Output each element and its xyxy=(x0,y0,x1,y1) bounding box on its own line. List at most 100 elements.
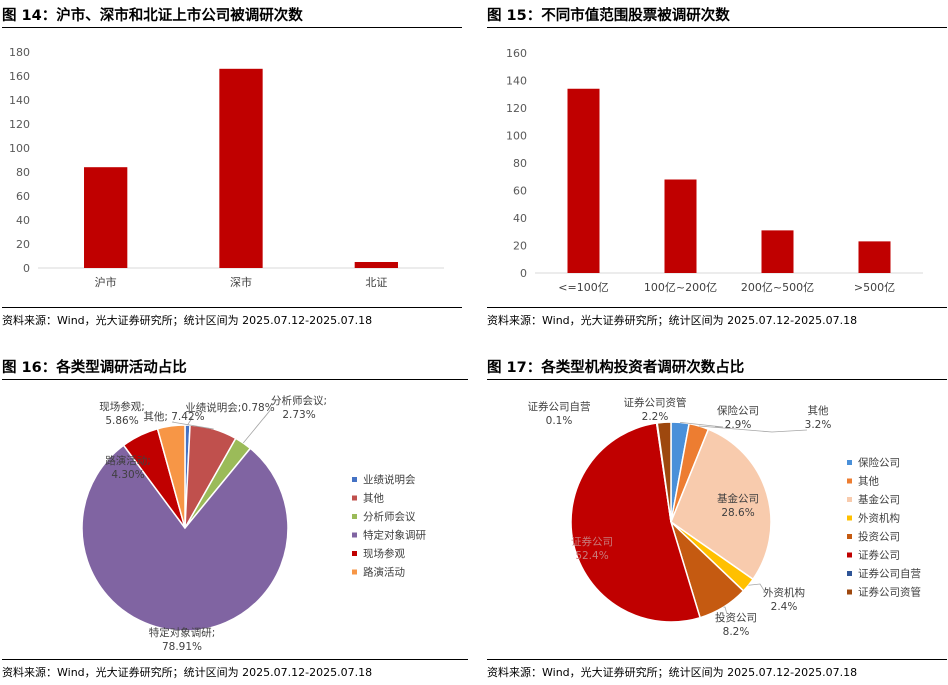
legend-label: 路演活动 xyxy=(363,566,405,579)
data-label: 其他 3.2% xyxy=(805,404,832,431)
legend-swatch xyxy=(352,532,357,538)
bar-chart-14: 0 20 40 60 80 100 120 140 160 180 沪市 深市 北证 xyxy=(9,46,444,289)
legend-label: 特定对象调研 xyxy=(363,529,426,542)
legend-swatch xyxy=(352,514,357,519)
source-rule xyxy=(487,307,947,308)
y-tick-label: 100 xyxy=(9,142,30,155)
pie-slice-3 xyxy=(670,428,772,581)
y-tick-label: 0 xyxy=(520,267,527,280)
chart-title: 图 16：各类型调研活动占比 xyxy=(2,360,187,376)
legend-swatch xyxy=(847,589,852,595)
title-rule xyxy=(2,379,468,380)
bar-2 xyxy=(219,68,263,268)
title-rule xyxy=(487,27,947,28)
x-tick-label: 北证 xyxy=(365,276,387,289)
y-tick-label: 40 xyxy=(513,212,527,225)
legend-label: 业绩说明会 xyxy=(363,473,416,486)
legend-label: 证券公司 xyxy=(858,549,900,562)
legend-label: 投资公司 xyxy=(858,530,900,543)
x-tick-label: 沪市 xyxy=(95,275,117,289)
title-rule xyxy=(487,379,947,380)
x-tick-label: >500亿 xyxy=(854,281,895,294)
legend-swatch xyxy=(352,495,357,501)
leader-line xyxy=(723,606,728,615)
legend-label: 分析师会议 xyxy=(363,510,416,523)
y-tick-label: 120 xyxy=(9,118,30,131)
data-label: 保险公司 2.9% xyxy=(717,404,759,431)
y-tick-label: 100 xyxy=(506,130,527,143)
data-label: 分析师会议; 2.73% xyxy=(271,394,327,421)
legend-label: 现场参观 xyxy=(363,547,405,560)
pie-slice-6 xyxy=(156,424,186,529)
chart-panel-15: 图 15：不同市值范围股票被调研次数 0 20 40 60 80 100 120 140 160… xyxy=(487,0,947,333)
pie-slice-6 xyxy=(570,422,702,623)
source-rule xyxy=(487,659,947,660)
y-tick-label: 60 xyxy=(513,185,527,198)
bar-2 xyxy=(664,179,697,273)
leader-line xyxy=(187,417,193,426)
chart-panel-17: 图 17：各类型机构投资者调研次数占比 保险公司 2.9% 其他 3.2% 基金公司 28… xyxy=(487,352,947,685)
legend-label: 其他 xyxy=(858,475,879,488)
legend-swatch xyxy=(847,534,852,539)
legend-label: 证券公司资管 xyxy=(858,586,921,599)
data-label: 其他; 7.42% xyxy=(143,410,204,423)
legend-label: 基金公司 xyxy=(858,493,900,506)
source-note: 资料来源：Wind，光大证券研究所；统计区间为 2025.07.12-2025.… xyxy=(487,666,858,679)
data-label: 投资公司 8.2% xyxy=(715,611,757,638)
data-label: 路演活动; 4.30% xyxy=(105,454,151,481)
legend-label: 外资机构 xyxy=(858,512,900,525)
pie-slice-4 xyxy=(81,444,289,632)
pie-chart-16: 业绩说明会;0.78%其他; 7.42% 分析师会议; 2.73% 特定对象调研; 78… xyxy=(81,394,426,653)
x-tick-label: 深市 xyxy=(230,275,252,289)
leader-line xyxy=(748,583,766,593)
y-tick-label: 120 xyxy=(506,102,527,115)
data-label: 证券公司资管 2.2% xyxy=(624,396,687,423)
legend-label: 证券公司自营 xyxy=(858,567,921,580)
bar-4 xyxy=(858,241,891,273)
y-tick-label: 80 xyxy=(513,157,527,170)
bar-1 xyxy=(84,167,128,268)
legend-label: 保险公司 xyxy=(858,456,900,469)
legend-label: 其他 xyxy=(363,492,384,505)
chart-title: 图 14：沪市、深市和北证上市公司被调研次数 xyxy=(2,8,303,24)
legend-swatch xyxy=(847,460,852,465)
data-label: 特定对象调研; 78.91% xyxy=(149,626,216,653)
leader-line xyxy=(242,407,273,444)
chart-panel-14: 图 14：沪市、深市和北证上市公司被调研次数 0 20 40 60 80 100 120 14… xyxy=(2,0,462,333)
y-tick-label: 180 xyxy=(9,46,30,59)
title-rule xyxy=(2,27,462,28)
bar-3 xyxy=(354,262,398,268)
y-tick-label: 80 xyxy=(16,166,30,179)
y-tick-label: 0 xyxy=(23,262,30,275)
pie-chart-17: 保险公司 2.9% 其他 3.2% 基金公司 28.6% 外资机构 2.4%投资公司 8.2% 证… xyxy=(528,396,922,638)
source-note: 资料来源：Wind，光大证券研究所；统计区间为 2025.07.12-2025.… xyxy=(2,666,373,679)
leader-line xyxy=(680,422,724,428)
x-tick-label: 100亿~200亿 xyxy=(644,281,717,294)
data-label: 基金公司 28.6% xyxy=(717,492,759,519)
legend-swatch xyxy=(847,478,852,484)
chart-title: 图 17：各类型机构投资者调研次数占比 xyxy=(487,360,745,376)
y-tick-label: 60 xyxy=(16,190,30,203)
y-tick-label: 20 xyxy=(16,238,30,251)
chart-panel-16: 图 16：各类型调研活动占比 业绩说明会;0.78% 其他; 7.42% 分析师会议… xyxy=(2,352,468,685)
data-label: 业绩说明会;0.78% xyxy=(185,401,274,414)
leader-line xyxy=(171,421,214,430)
source-note: 资料来源：Wind，光大证券研究所；统计区间为 2025.07.12-2025.… xyxy=(2,314,373,327)
y-tick-label: 40 xyxy=(16,214,30,227)
data-label: 现场参观; 5.86% xyxy=(99,400,145,427)
x-tick-label: 200亿~500亿 xyxy=(741,281,814,294)
data-label: 外资机构 2.4% xyxy=(763,586,805,613)
y-tick-label: 160 xyxy=(9,70,30,83)
legend-swatch xyxy=(847,497,852,502)
data-label: 证券公司 52.4% xyxy=(571,535,613,562)
chart-title: 图 15：不同市值范围股票被调研次数 xyxy=(487,8,730,24)
source-note: 资料来源：Wind，光大证券研究所；统计区间为 2025.07.12-2025.… xyxy=(487,314,858,327)
legend-swatch xyxy=(352,569,357,575)
y-tick-label: 140 xyxy=(9,94,30,107)
data-label: 证券公司自营 0.1% xyxy=(528,400,591,427)
bar-chart-15: 0 20 40 60 80 100 120 140 160 <=100亿 100亿~200亿 200亿… xyxy=(506,47,923,294)
y-tick-label: 160 xyxy=(506,47,527,60)
legend-swatch xyxy=(847,552,852,558)
legend-swatch xyxy=(847,515,852,521)
x-tick-label: <=100亿 xyxy=(558,281,608,294)
